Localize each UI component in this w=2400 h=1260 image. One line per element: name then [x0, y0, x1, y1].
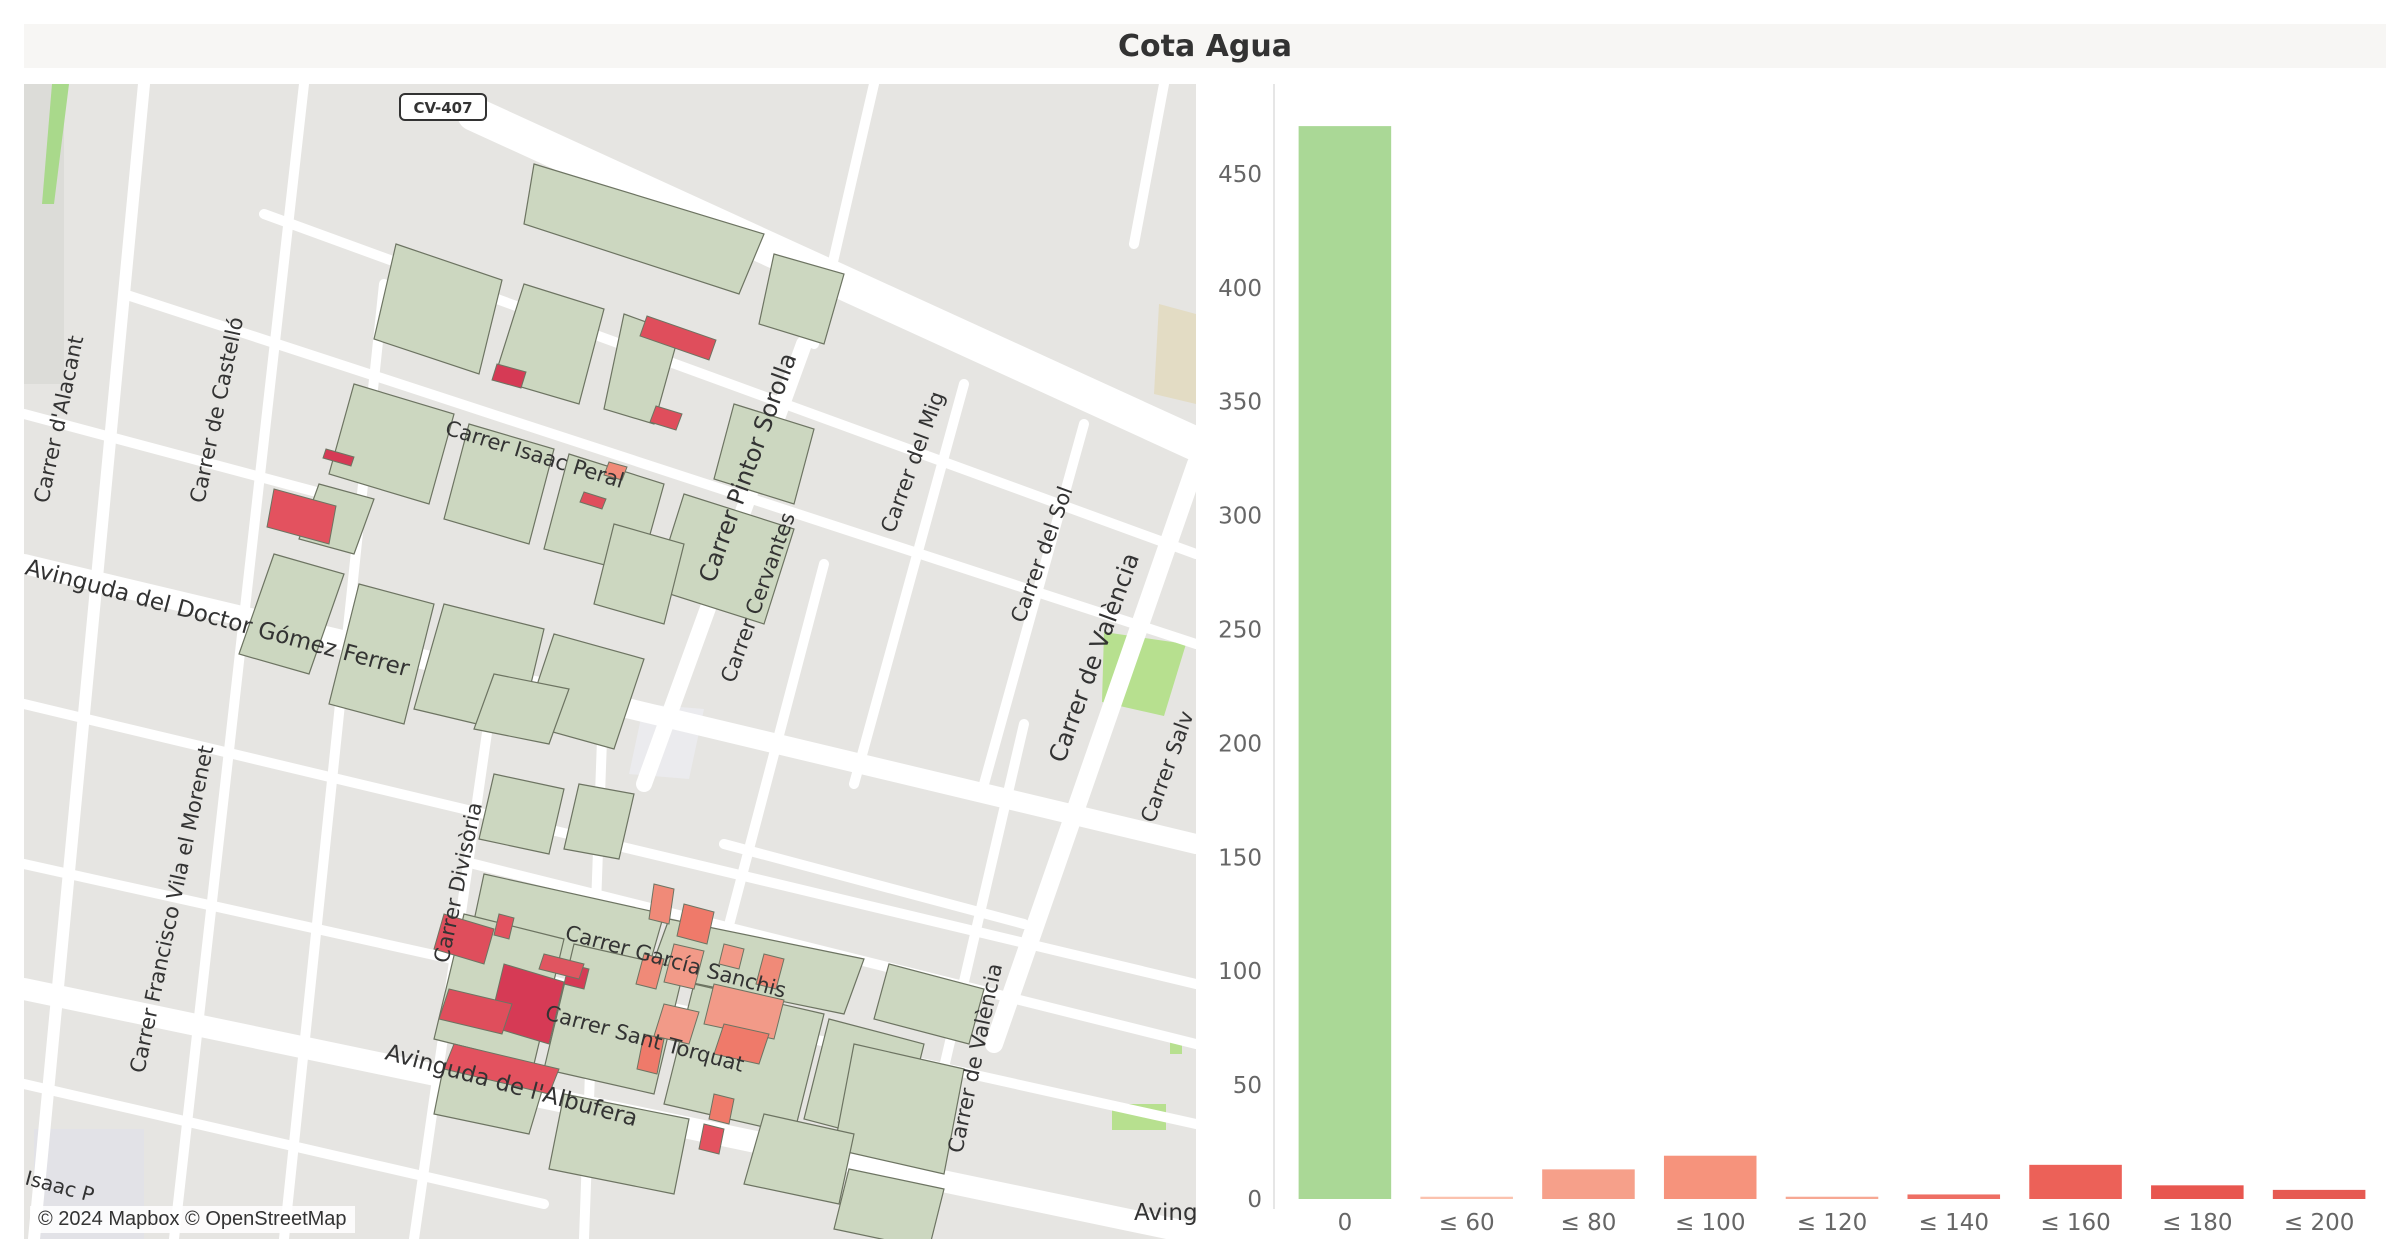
- bar-2[interactable]: [1542, 1169, 1635, 1199]
- bar-1[interactable]: [1420, 1196, 1513, 1199]
- dashboard-title: Cota Agua: [1118, 28, 1292, 64]
- map-view[interactable]: CV-407 Carrer d'Alacant Carrer de Castel…: [24, 84, 1196, 1239]
- y-tick-label: 300: [1218, 504, 1262, 530]
- y-tick-label: 100: [1218, 959, 1262, 985]
- bar-4[interactable]: [1785, 1196, 1879, 1199]
- map-attribution[interactable]: © 2024 Mapbox © OpenStreetMap: [30, 1206, 355, 1233]
- sand-area: [1154, 304, 1196, 404]
- y-tick-label: 50: [1233, 1073, 1262, 1099]
- shield-label: CV-407: [413, 99, 472, 117]
- street-label: Aving: [1134, 1200, 1196, 1226]
- y-tick-label: 400: [1218, 276, 1262, 302]
- highlighted-parcels: [266, 315, 785, 1155]
- x-tick-label: ≤ 120: [1797, 1210, 1867, 1236]
- x-tick-label: ≤ 140: [1919, 1210, 1989, 1236]
- x-tick-label: ≤ 80: [1561, 1210, 1617, 1236]
- y-tick-label: 450: [1218, 162, 1262, 188]
- x-tick-label: ≤ 180: [2162, 1210, 2232, 1236]
- bar-chart: 0 50 100 150 200 250 300 350 400 450 0 ≤ 60 ≤ 80 ≤ 1…: [1200, 84, 2386, 1260]
- route-shield: CV-407: [399, 93, 487, 121]
- map-canvas[interactable]: CV-407 Carrer d'Alacant Carrer de Castel…: [24, 84, 1196, 1239]
- x-tick-label: ≤ 200: [2284, 1210, 2354, 1236]
- bar-3[interactable]: [1663, 1155, 1757, 1199]
- bar-6[interactable]: [2029, 1164, 2122, 1199]
- x-axis: 0 ≤ 60 ≤ 80 ≤ 100 ≤ 120 ≤ 140 ≤ 160 ≤ 180 ≤ 200: [1338, 1210, 2355, 1236]
- bar-chart-svg: 0 50 100 150 200 250 300 350 400 450 0 ≤ 60 ≤ 80 ≤ 1…: [1218, 84, 2366, 1236]
- y-axis: 0 50 100 150 200 250 300 350 400 450: [1218, 162, 1262, 1213]
- park-rail: [42, 84, 69, 204]
- x-tick-label: ≤ 160: [2040, 1210, 2110, 1236]
- y-tick-label: 0: [1247, 1187, 1262, 1213]
- x-tick-label: ≤ 100: [1675, 1210, 1745, 1236]
- y-tick-label: 250: [1218, 618, 1262, 644]
- bar-5[interactable]: [1907, 1194, 2001, 1199]
- y-tick-label: 350: [1218, 390, 1262, 416]
- y-tick-label: 150: [1218, 845, 1262, 871]
- dashboard-title-bar: Cota Agua: [24, 24, 2386, 68]
- bars: [1298, 126, 2366, 1200]
- bar-8[interactable]: [2272, 1189, 2366, 1199]
- bar-7[interactable]: [2151, 1185, 2244, 1199]
- x-tick-label: 0: [1338, 1210, 1353, 1236]
- bar-0[interactable]: [1298, 126, 1392, 1200]
- y-tick-label: 200: [1218, 731, 1262, 757]
- x-tick-label: ≤ 60: [1439, 1210, 1495, 1236]
